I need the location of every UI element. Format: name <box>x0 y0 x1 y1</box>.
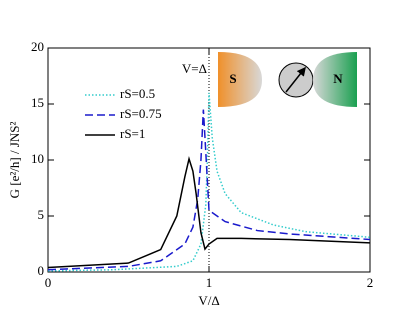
y-tick-label: 15 <box>31 95 44 110</box>
s-label: S <box>229 71 236 86</box>
y-tick-label: 20 <box>31 39 44 54</box>
y-tick-label: 0 <box>38 263 45 278</box>
x-tick-label: 0 <box>45 275 52 290</box>
x-tick-label: 2 <box>367 275 374 290</box>
spin-arrow <box>285 66 306 93</box>
y-axis-label: G [e²/h] / JNS² <box>7 122 22 199</box>
s-lead <box>218 52 262 107</box>
series-line <box>47 109 371 271</box>
series-line <box>47 92 371 272</box>
annotation: V=Δ <box>182 61 207 76</box>
legend-label: rS=1 <box>120 126 145 141</box>
x-tick-label: 1 <box>206 275 213 290</box>
y-tick-label: 5 <box>38 207 45 222</box>
legend-label: rS=0.5 <box>120 86 155 101</box>
inset: S N <box>218 52 357 107</box>
y-tick-label: 10 <box>31 151 44 166</box>
legend-label: rS=0.75 <box>120 106 162 121</box>
x-axis-label: V/Δ <box>198 293 219 308</box>
series-line <box>47 156 371 269</box>
n-lead <box>313 52 357 107</box>
n-label: N <box>333 71 343 86</box>
